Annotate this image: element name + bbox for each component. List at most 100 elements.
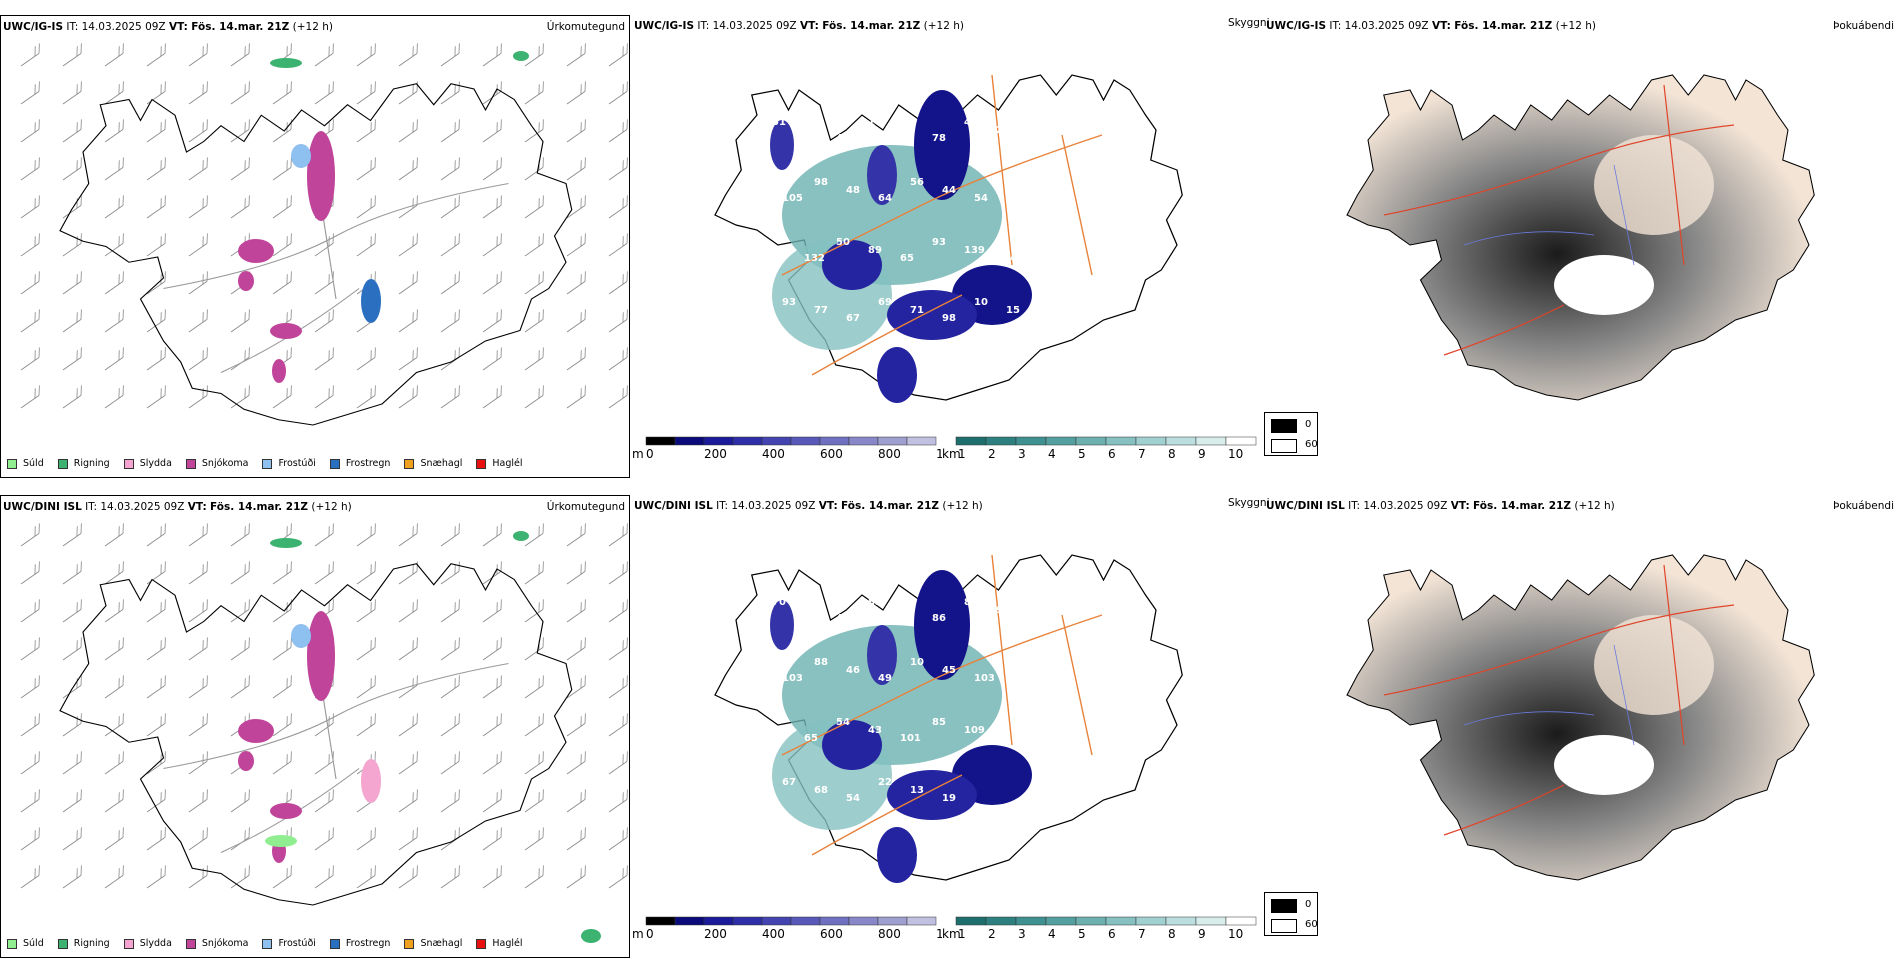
visibility-colorbar-bottom: km1 2 3 4 5 6 7 8 9 10 [942,916,1257,941]
legend-swatch [404,458,415,469]
cloud-base-label: 50 [1006,177,1020,188]
fog-legend-swatch [1271,439,1297,453]
legend-swatch [123,458,134,469]
cloud-base-label: 45 [942,665,956,676]
legend-swatch [262,938,273,949]
colorbar-segment [761,436,792,446]
fog-legend-swatch [1271,419,1297,433]
colorbar-segment [1195,436,1227,446]
colorbar-unit: m [632,927,644,941]
colorbar-tick: 9 [1198,927,1206,941]
legend-label: Rigning [73,458,110,469]
cloud-base-label: 69 [878,297,892,308]
cloud-base-label: 51 [772,117,786,128]
legend-item-snæhagl: Snæhagl [404,938,462,949]
cloud-base-label: 54 [846,793,860,804]
cloud-base-colorbar-bottom: m0 200 400 600 800 1000 [632,916,942,941]
cloud-base-label: 10 [910,657,924,668]
legend-swatch [57,938,68,949]
precip-map-top [20,43,628,426]
cloud-base-label: 20 [996,125,1010,136]
legend-swatch [185,938,196,949]
colorbar-segment [1105,916,1137,926]
legend-label: Slydda [139,938,172,949]
cloud-base-label: 54 [836,717,850,728]
legend-item-súld: Súld [7,938,44,949]
colorbar-segment [1165,916,1197,926]
legend-swatch [476,938,487,949]
panel-title: Þokuábendi [1833,500,1894,512]
colorbar-segment [877,916,908,926]
fog-map-top [1346,74,1815,401]
cloud-base-label: 50 [836,237,850,248]
cloud-base-label: 43 [868,725,882,736]
colorbar-segment [877,436,908,446]
legend-swatch [404,938,415,949]
colorbar-segment [1015,916,1047,926]
cloud-base-label: 76 [804,125,818,136]
cloud-base-label: 85 [932,717,946,728]
colorbar-segment [732,916,763,926]
cloud-base-label: 44 [836,613,850,624]
colorbar-tick: 200 [704,927,727,941]
legend-item-slydda: Slydda [123,938,172,949]
legend-label: Frostregn [345,938,391,949]
colorbar-tick: 4 [1048,447,1056,461]
cloud-panel-top: 51 76 40 10 88 78 44 20 105 98 48 64 56 44 54 50 65 132 50… [632,15,1270,478]
cloud-base-label: 101 [900,733,921,744]
panel-header: UWC/IG-IS IT: 14.03.2025 09Z VT: Fös. 14… [634,20,964,32]
panel-header: UWC/DINI ISL IT: 14.03.2025 09Z VT: Fös.… [3,501,352,513]
colorbar-tick: 3 [1018,927,1026,941]
fog-legend-label: 0 [1305,419,1312,430]
colorbar-segment [1075,436,1107,446]
cloud-base-label: 54 [974,193,988,204]
colorbar-segment [955,916,987,926]
cloud-base-label: 46 [846,665,860,676]
colorbar-tick: 1 [958,927,966,941]
colorbar-tick: 6 [1108,927,1116,941]
colorbar-tick: 7 [1138,927,1146,941]
panel-header: UWC/IG-IS IT: 14.03.2025 09Z VT: Fös. 14… [3,21,333,33]
cloud-base-label: 44 [942,185,956,196]
legend-item-frostúði: Frostúði [262,458,316,469]
legend-item-frostregn: Frostregn [329,938,391,949]
precip-legend: Súld Rigning Slydda Snjókoma Frostúði Frostre… [7,938,537,949]
legend-item-haglél: Haglél [476,458,523,469]
cloud-base-colorbar-top: m0 200 400 600 800 1000 [632,436,942,461]
cloud-base-label: 86 [932,613,946,624]
colorbar-tick: 5 [1078,447,1086,461]
panel-title: Úrkomutegund [546,501,625,513]
colorbar-segment [761,916,792,926]
cloud-base-label: 52 [772,725,786,736]
panel-title: Skyggni [1228,17,1270,29]
legend-swatch [7,938,17,949]
colorbar-segment [848,916,879,926]
colorbar-segment [1105,436,1137,446]
legend-item-rigning: Rigning [57,458,110,469]
legend-label: Frostúði [278,938,316,949]
fog-index-legend-top: 0 60 [1264,412,1318,456]
colorbar-tick: 1 [958,447,966,461]
cloud-base-label: 67 [782,777,796,788]
cloud-base-label: 132 [804,253,825,264]
colorbar-segment [848,436,879,446]
legend-swatch [123,938,134,949]
colorbar-segment [955,436,987,446]
cloud-base-label: 49 [878,673,892,684]
colorbar-segment [1135,916,1167,926]
legend-item-slydda: Slydda [123,458,172,469]
fog-legend-label: 60 [1305,919,1318,930]
colorbar-tick: 8 [1168,447,1176,461]
cloud-base-label: 99 [996,605,1010,616]
colorbar-segment [790,436,821,446]
cloud-base-label: 22 [878,777,892,788]
cloud-base-label: 105 [782,193,803,204]
cloud-base-label: 89 [900,605,914,616]
colorbar-segment [1015,436,1047,446]
colorbar-segment [906,436,937,446]
colorbar-segment [819,436,850,446]
colorbar-tick: 600 [820,927,843,941]
colorbar-segment [645,916,676,926]
legend-label: Snæhagl [420,938,463,949]
legend-swatch [476,458,487,469]
